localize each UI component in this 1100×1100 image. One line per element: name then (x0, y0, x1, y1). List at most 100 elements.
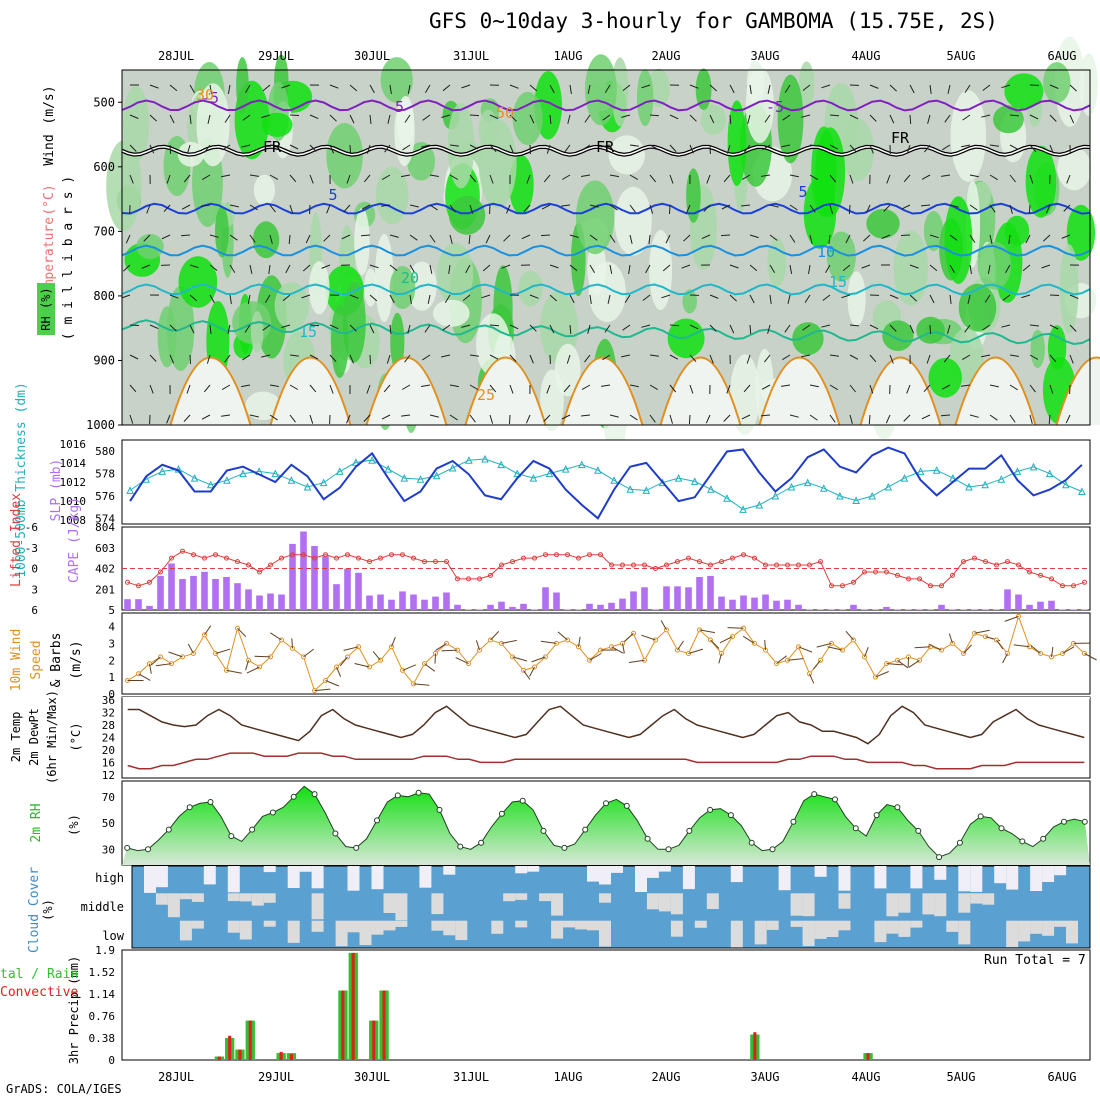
wind-barb (567, 114, 571, 124)
wind-barb (709, 354, 714, 364)
wind-barb (209, 324, 212, 334)
rh2m-point (1061, 818, 1067, 825)
wind-barb (349, 324, 357, 332)
wind-barb (288, 234, 291, 245)
wind-barb (607, 294, 611, 304)
wind-barb (389, 234, 399, 238)
rh-shade (380, 57, 413, 103)
rh-shade (236, 57, 249, 114)
wind-barb (1029, 384, 1036, 393)
warm-arc (269, 356, 352, 426)
wind-barb (709, 324, 717, 332)
thickness-line (129, 458, 1083, 510)
wind-barb (689, 84, 699, 89)
wind-barb (247, 294, 251, 304)
wind-barb (649, 144, 659, 150)
wind-barb (941, 384, 951, 390)
slp-tick-label: 1012 (60, 476, 87, 489)
cape-bar (971, 609, 978, 610)
cape-bar (751, 597, 758, 610)
cape-tick-label: 5 (108, 604, 115, 617)
cape-bar (135, 599, 142, 610)
cloud-cell (670, 920, 683, 937)
wind-barb (187, 144, 191, 154)
wind-barb (801, 114, 811, 118)
wind-barb (969, 414, 979, 418)
warm-arc (561, 356, 644, 426)
wind-barb (749, 324, 752, 335)
cloud-cell (155, 893, 168, 905)
wind-barb (387, 114, 391, 124)
wind-barb (469, 174, 477, 183)
wind-barb (404, 114, 411, 123)
lifted-point (477, 576, 482, 582)
rh-shade (245, 391, 281, 421)
cape-bar (905, 609, 912, 610)
wind-barb (569, 294, 575, 304)
wind-barb (581, 174, 591, 177)
wind-barb (729, 264, 739, 269)
wind-barb (743, 384, 751, 393)
wind-barb (569, 264, 578, 272)
wind-barb (685, 204, 691, 214)
lifted-point (708, 562, 713, 568)
rh-shade (178, 256, 218, 308)
wind-barb-10m (719, 636, 733, 644)
thickness-point (465, 456, 473, 464)
lifted-point (807, 562, 812, 568)
wind-barb (189, 114, 192, 124)
thickness-point (803, 478, 812, 487)
day-label-bottom: 5AUG (947, 1070, 976, 1084)
rh2m-point (1019, 838, 1026, 845)
day-label-top: 28JUL (158, 49, 194, 63)
cape-bar (663, 586, 670, 610)
cloud-cell (658, 893, 671, 912)
lifted-point (323, 552, 328, 558)
wind-barb (141, 264, 151, 269)
rh-shade (923, 211, 944, 251)
wind-barb (782, 354, 791, 361)
rh2m-point (498, 810, 505, 817)
lifted-point (576, 555, 581, 561)
precip-tick-label: 0.38 (89, 1032, 116, 1045)
wind-barb-10m (523, 670, 531, 680)
wind-barb-10m (314, 688, 331, 692)
wind-barb (602, 114, 611, 121)
wind-barb (987, 264, 991, 274)
cape-bar (817, 609, 824, 610)
wind-barb-10m (776, 655, 787, 664)
wind-barb (523, 204, 531, 212)
wind-barb (906, 384, 911, 394)
wind-barb (1045, 204, 1051, 214)
lifted-point (939, 583, 944, 589)
wind-barb (381, 174, 391, 181)
wind-barb (789, 174, 799, 178)
wind-barb (581, 414, 591, 417)
wind-barb-10m (413, 683, 430, 686)
wind-barb-10m (187, 643, 194, 654)
wind-barb (628, 264, 631, 274)
wind-barb (241, 144, 251, 148)
wind-barb (781, 144, 791, 148)
wind-barb (921, 414, 931, 420)
wind-barb-10m (155, 663, 172, 667)
wind-barb (762, 144, 771, 151)
lifted-point (543, 552, 548, 558)
wind-barb-10m (529, 666, 535, 677)
wind-barb (449, 414, 458, 421)
wind-barb-10m (641, 634, 656, 641)
cape-bar (278, 594, 285, 610)
thickness-point (513, 469, 522, 478)
contour-label: FR (263, 138, 282, 156)
rh-shade (944, 196, 973, 284)
wind-barb (401, 384, 411, 390)
wind-barb (529, 324, 537, 332)
wind-barb (1065, 414, 1071, 424)
wind-barb (269, 144, 279, 147)
lifted-point (389, 552, 394, 558)
precip-conv-bar (351, 952, 355, 1060)
cape-bar (1004, 589, 1011, 610)
wind-barb-10m (237, 627, 247, 638)
warm-arc (365, 356, 448, 426)
wind-barb (841, 294, 851, 299)
